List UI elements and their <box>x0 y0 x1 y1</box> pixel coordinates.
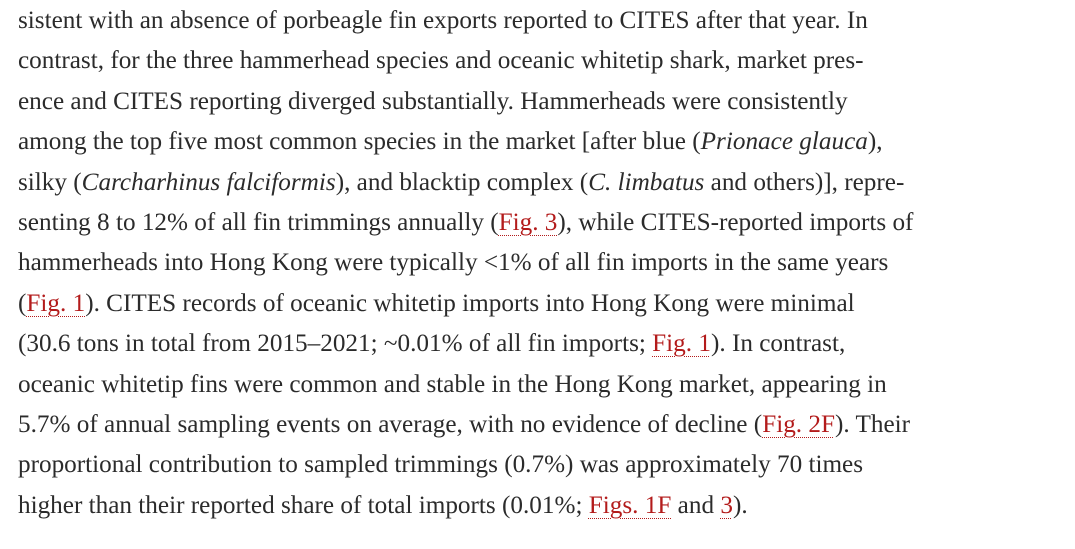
text-line: higher than their reported share of tota… <box>18 486 913 526</box>
italic-text: C. limbatus <box>588 168 705 196</box>
text: ). In contrast, <box>710 330 846 358</box>
paragraph: sistent with an absence of porbeagle fin… <box>18 1 913 526</box>
text: ence and CITES reporting diverged substa… <box>18 87 848 115</box>
text: contrast, for the three hammerhead speci… <box>18 47 864 75</box>
text: and <box>671 491 721 519</box>
text-line: contrast, for the three hammerhead speci… <box>18 41 913 81</box>
figure-link[interactable]: Fig. 3 <box>498 209 558 237</box>
text-line: 5.7% of annual sampling events on averag… <box>18 405 913 445</box>
text-line: senting 8 to 12% of all fin trimmings an… <box>18 203 913 243</box>
text: oceanic whitetip fins were common and st… <box>18 370 887 398</box>
text: ). Their <box>834 411 911 439</box>
text-line: among the top five most common species i… <box>18 122 913 162</box>
text: sistent with an absence of porbeagle fin… <box>18 7 868 34</box>
text: ), while CITES-reported imports of <box>557 209 914 237</box>
text: among the top five most common species i… <box>18 128 701 156</box>
text: ), and blacktip complex ( <box>335 168 589 196</box>
text: senting 8 to 12% of all fin trimmings an… <box>18 209 499 237</box>
figure-link[interactable]: Fig. 2F <box>762 411 835 439</box>
text: proportional contribution to sampled tri… <box>18 451 864 479</box>
italic-text: Prionace glauca <box>700 128 868 156</box>
figure-link[interactable]: Fig. 1 <box>26 289 86 317</box>
text: ). <box>732 491 748 519</box>
text-line: (Fig. 1). CITES records of oceanic white… <box>18 284 913 324</box>
text-line: oceanic whitetip fins were common and st… <box>18 365 913 405</box>
figure-link[interactable]: Figs. 1F <box>588 491 672 519</box>
text: ), <box>867 128 883 156</box>
italic-text: Carcharhinus falciformis <box>81 168 336 196</box>
text: ( <box>18 289 27 317</box>
text: 5.7% of annual sampling events on averag… <box>18 411 763 439</box>
text: hammerheads into Hong Kong were typicall… <box>18 249 889 277</box>
text-line: ence and CITES reporting diverged substa… <box>18 82 913 122</box>
text-line: silky (Carcharhinus falciformis), and bl… <box>18 163 913 203</box>
text-line: hammerheads into Hong Kong were typicall… <box>18 243 913 283</box>
text: silky ( <box>18 168 82 196</box>
text: (30.6 tons in total from 2015–2021; ~0.0… <box>18 330 653 358</box>
text: higher than their reported share of tota… <box>18 491 589 519</box>
figure-link[interactable]: Fig. 1 <box>652 330 711 358</box>
text-line: (30.6 tons in total from 2015–2021; ~0.0… <box>18 324 913 364</box>
text: ). CITES records of oceanic whitetip imp… <box>85 289 855 317</box>
text-line: sistent with an absence of porbeagle fin… <box>18 1 913 41</box>
figure-link[interactable]: 3 <box>720 491 733 519</box>
text: and others)], repre- <box>704 168 905 196</box>
text-line: proportional contribution to sampled tri… <box>18 445 913 485</box>
